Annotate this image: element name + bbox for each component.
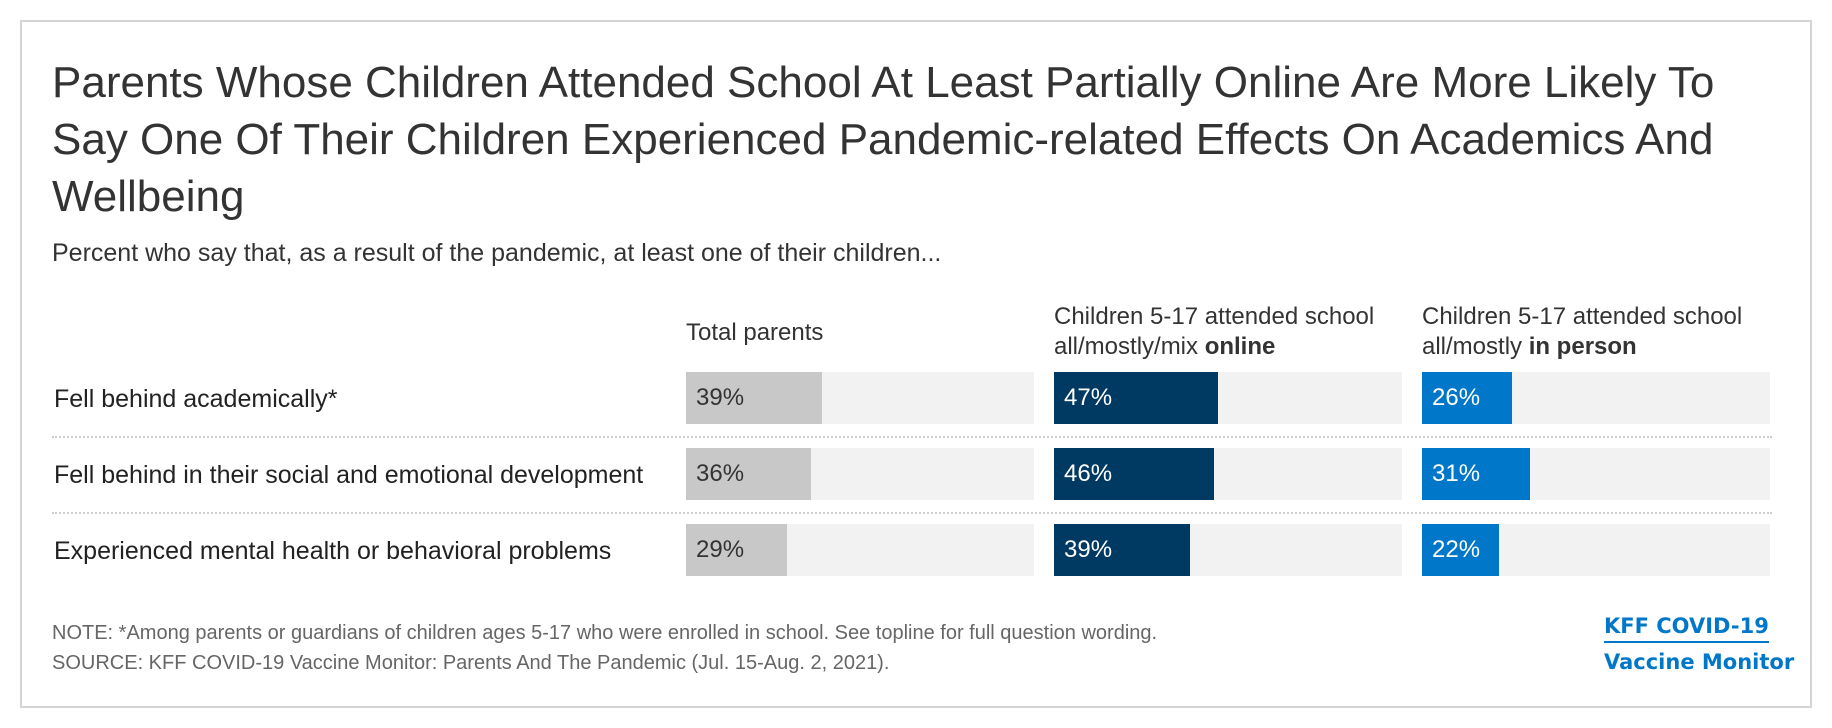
- bar-track: 46%: [1054, 448, 1402, 500]
- row-divider: [52, 436, 1772, 438]
- bar-track: 29%: [686, 524, 1034, 576]
- column-header-text: Children 5-17 attended school all/mostly…: [1054, 303, 1375, 360]
- bar-value-label: 39%: [1064, 536, 1113, 563]
- bar: [1054, 524, 1190, 576]
- bar-track: 47%: [1054, 372, 1402, 424]
- bar-value-label: 46%: [1064, 460, 1113, 487]
- column-header-bold: online: [1204, 333, 1276, 360]
- bar: [1054, 448, 1215, 500]
- bar-track: 36%: [686, 448, 1034, 500]
- bar-value-label: 47%: [1064, 384, 1113, 411]
- bar: [1422, 448, 1530, 500]
- bar-track: 39%: [686, 372, 1034, 424]
- chart-frame: [20, 20, 1812, 708]
- column-header-bold: in person: [1528, 333, 1637, 360]
- chart-title: Parents Whose Children Attended School A…: [52, 58, 1715, 221]
- bar: [686, 448, 812, 500]
- column-header-text: Children 5-17 attended school all/mostly: [1422, 303, 1743, 360]
- bar-track: 26%: [1422, 372, 1770, 424]
- column-header-text: Total parents: [686, 319, 824, 346]
- column-header-2: Children 5-17 attended school all/mostly…: [1422, 302, 1790, 362]
- category-label: Experienced mental health or behavioral …: [54, 537, 612, 565]
- bar-track: 39%: [1054, 524, 1402, 576]
- bar: [1054, 372, 1218, 424]
- bar-track: 31%: [1422, 448, 1770, 500]
- row-divider: [52, 512, 1772, 514]
- bar-value-label: 39%: [696, 384, 745, 411]
- bar-value-label: 29%: [696, 536, 745, 563]
- category-label: Fell behind academically*: [54, 385, 338, 413]
- source-note: SOURCE: KFF COVID-19 Vaccine Monitor: Pa…: [52, 652, 890, 674]
- bar: [1422, 372, 1513, 424]
- bar: [686, 372, 822, 424]
- column-header-1: Children 5-17 attended school all/mostly…: [1054, 302, 1422, 362]
- column-header-0: Total parents: [686, 318, 1054, 348]
- bar-value-label: 26%: [1432, 384, 1481, 411]
- kff-logo-line2[interactable]: Vaccine Monitor: [1604, 650, 1795, 674]
- bar: [1422, 524, 1499, 576]
- chart-subtitle: Percent who say that, as a result of the…: [52, 239, 942, 267]
- footnote: NOTE: *Among parents or guardians of chi…: [52, 622, 1158, 644]
- bar-value-label: 31%: [1432, 460, 1481, 487]
- bar-value-label: 22%: [1432, 536, 1481, 563]
- bar-track: 22%: [1422, 524, 1770, 576]
- bar-value-label: 36%: [696, 460, 745, 487]
- kff-logo-line1[interactable]: KFF COVID-19: [1604, 614, 1769, 643]
- category-label: Fell behind in their social and emotiona…: [54, 461, 644, 489]
- bar: [686, 524, 787, 576]
